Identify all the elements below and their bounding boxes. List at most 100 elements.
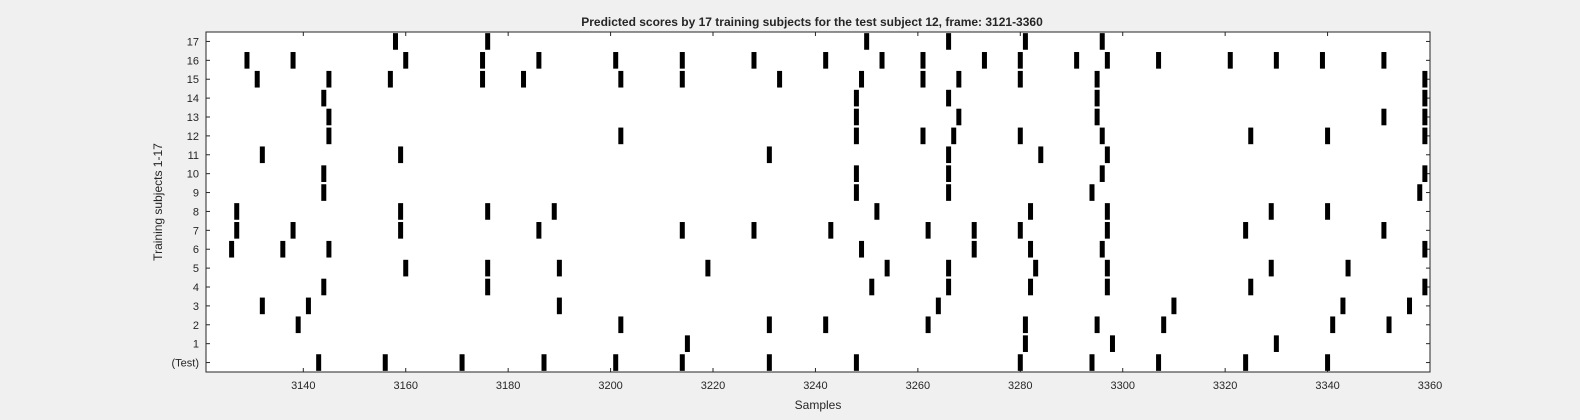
raster-mark-row-15	[920, 70, 926, 88]
raster-mark-row-2	[618, 316, 624, 334]
raster-mark-row-15	[1017, 70, 1023, 88]
x-tick-label: 3240	[803, 380, 827, 392]
raster-mark-row-15	[387, 70, 393, 88]
raster-mark-row-15	[480, 70, 486, 88]
raster-mark-row-14	[321, 89, 327, 107]
raster-mark-row-0	[316, 354, 322, 371]
y-tick-label: 3	[193, 301, 199, 313]
raster-mark-row-2	[1386, 316, 1392, 334]
raster-mark-row-10	[1422, 165, 1428, 182]
raster-mark-row-9	[1089, 184, 1095, 201]
raster-mark-row-5	[1345, 259, 1351, 277]
raster-mark-row-3	[305, 297, 311, 315]
raster-mark-row-10	[1099, 165, 1105, 182]
raster-mark-row-15	[521, 70, 527, 88]
marks-layer	[229, 33, 1428, 371]
raster-mark-row-7	[971, 222, 977, 239]
raster-mark-row-13	[853, 108, 859, 126]
y-tick-label: 6	[193, 244, 199, 256]
raster-mark-row-15	[1094, 70, 1100, 88]
raster-mark-row-6	[859, 240, 865, 258]
raster-mark-row-6	[280, 240, 286, 258]
raster-mark-row-0	[1243, 354, 1249, 371]
raster-mark-row-12	[1017, 127, 1023, 145]
raster-mark-row-2	[1161, 316, 1167, 334]
raster-mark-row-16	[536, 52, 542, 69]
raster-mark-row-12	[1422, 127, 1428, 145]
raster-mark-row-15	[618, 70, 624, 88]
raster-mark-row-4	[1422, 278, 1428, 296]
raster-mark-row-11	[766, 146, 772, 164]
raster-mark-row-5	[884, 259, 890, 277]
y-tick-label: 14	[187, 93, 199, 105]
raster-mark-row-12	[920, 127, 926, 145]
raster-mark-row-16	[751, 52, 757, 69]
raster-mark-row-0	[382, 354, 388, 371]
raster-mark-row-14	[946, 89, 952, 107]
y-tick-label: 7	[193, 225, 199, 237]
raster-mark-row-16	[679, 52, 685, 69]
raster-mark-row-10	[853, 165, 859, 182]
raster-mark-row-1	[1273, 335, 1279, 352]
raster-mark-row-9	[853, 184, 859, 201]
raster-mark-row-8	[234, 203, 240, 220]
raster-mark-row-0	[1089, 354, 1095, 371]
chart-title: Predicted scores by 17 training subjects…	[581, 15, 1043, 29]
raster-mark-row-1	[684, 335, 690, 352]
raster-mark-row-15	[956, 70, 962, 88]
raster-mark-row-7	[536, 222, 542, 239]
x-tick-label: 3360	[1418, 380, 1442, 392]
raster-mark-row-16	[1017, 52, 1023, 69]
raster-mark-row-16	[1319, 52, 1325, 69]
y-tick-label: (Test)	[172, 358, 200, 370]
y-tick-label: 13	[187, 112, 199, 124]
raster-mark-row-15	[859, 70, 865, 88]
raster-mark-row-2	[925, 316, 931, 334]
raster-mark-row-6	[1422, 240, 1428, 258]
raster-mark-row-3	[1340, 297, 1346, 315]
y-tick-label: 15	[187, 74, 199, 86]
raster-mark-row-4	[1028, 278, 1034, 296]
raster-mark-row-16	[1273, 52, 1279, 69]
raster-mark-row-5	[705, 259, 711, 277]
y-tick-label: 12	[187, 131, 199, 143]
raster-mark-row-12	[618, 127, 624, 145]
raster-mark-row-15	[254, 70, 260, 88]
raster-mark-row-17	[1022, 33, 1028, 50]
raster-mark-row-5	[403, 259, 409, 277]
raster-mark-row-15	[326, 70, 332, 88]
raster-mark-row-14	[1422, 89, 1428, 107]
raster-mark-row-17	[485, 33, 491, 50]
raster-mark-row-16	[823, 52, 829, 69]
raster-mark-row-6	[326, 240, 332, 258]
raster-mark-row-2	[1094, 316, 1100, 334]
raster-mark-row-6	[971, 240, 977, 258]
raster-mark-row-16	[1227, 52, 1233, 69]
raster-mark-row-16	[244, 52, 250, 69]
raster-mark-row-12	[951, 127, 957, 145]
raster-mark-row-7	[679, 222, 685, 239]
raster-mark-row-16	[1074, 52, 1080, 69]
raster-mark-row-9	[321, 184, 327, 201]
raster-mark-row-6	[1028, 240, 1034, 258]
raster-mark-row-4	[1104, 278, 1110, 296]
raster-mark-row-8	[1268, 203, 1274, 220]
raster-mark-row-17	[392, 33, 398, 50]
raster-mark-row-4	[1248, 278, 1254, 296]
y-tick-label: 8	[193, 206, 199, 218]
raster-mark-row-0	[459, 354, 465, 371]
raster-mark-row-13	[1381, 108, 1387, 126]
raster-mark-row-12	[1248, 127, 1254, 145]
y-tick-label: 5	[193, 263, 199, 275]
y-axis-label: Training subjects 1-17	[151, 143, 165, 261]
x-tick-label: 3300	[1110, 380, 1134, 392]
plot-area	[205, 31, 1431, 373]
raster-mark-row-3	[1407, 297, 1413, 315]
raster-mark-row-16	[1381, 52, 1387, 69]
raster-mark-row-16	[613, 52, 619, 69]
raster-mark-row-17	[946, 33, 952, 50]
raster-mark-row-1	[1022, 335, 1028, 352]
raster-mark-row-14	[1094, 89, 1100, 107]
raster-mark-row-13	[326, 108, 332, 126]
raster-mark-row-10	[321, 165, 327, 182]
